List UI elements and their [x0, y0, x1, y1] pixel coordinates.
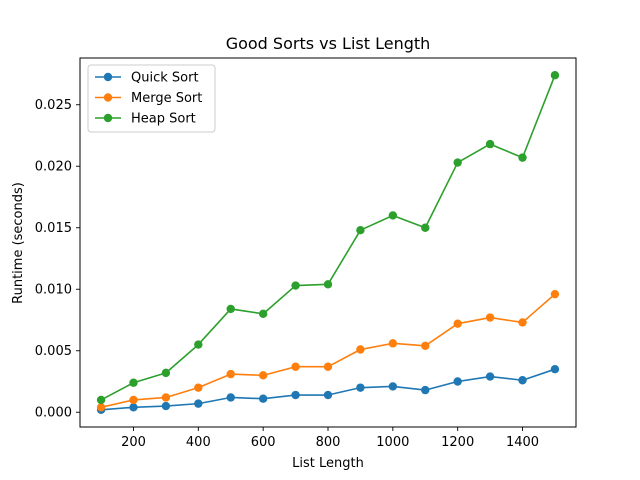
data-point-quick-sort — [421, 385, 430, 395]
x-tick-label: 1400 — [506, 435, 539, 450]
data-point-merge-sort — [453, 319, 462, 328]
data-point-merge-sort — [485, 313, 495, 322]
y-tick-label: 0.010 — [35, 283, 72, 298]
legend-marker — [103, 93, 113, 102]
x-axis-label: List Length — [292, 456, 364, 471]
x-tick-label: 600 — [251, 435, 276, 450]
data-point-heap-sort — [258, 309, 268, 319]
legend-label: Heap Sort — [131, 112, 196, 127]
legend: Quick Sort Merge Sort Heap Sort — [87, 64, 216, 133]
data-point-quick-sort — [388, 382, 398, 391]
y-tick-label: 0.025 — [35, 98, 72, 113]
data-point-quick-sort — [518, 376, 527, 385]
data-point-merge-sort — [258, 371, 268, 380]
data-point-heap-sort — [453, 158, 462, 167]
data-point-heap-sort — [291, 281, 300, 290]
data-point-heap-sort — [161, 368, 171, 378]
data-point-merge-sort — [96, 403, 106, 412]
data-point-heap-sort — [550, 71, 560, 80]
data-point-quick-sort — [356, 383, 365, 392]
data-point-quick-sort — [258, 394, 268, 403]
data-point-merge-sort — [291, 362, 300, 371]
axes-frame — [79, 57, 577, 428]
plot-area: 200 400 600 800 1000 1200 1400 0.000 0.005 0.010 0… — [35, 57, 577, 450]
data-point-heap-sort — [356, 226, 365, 235]
data-point-quick-sort — [226, 393, 235, 402]
x-tick-label: 200 — [121, 435, 146, 450]
legend-item-merge-sort: Merge Sort — [95, 91, 202, 106]
data-point-quick-sort — [194, 399, 203, 408]
x-tick-label: 1000 — [376, 435, 409, 450]
data-point-merge-sort — [388, 339, 398, 348]
data-point-quick-sort — [161, 401, 171, 411]
legend-marker — [103, 113, 113, 123]
data-point-merge-sort — [421, 341, 430, 351]
y-tick-label: 0.020 — [35, 160, 72, 175]
data-point-heap-sort — [323, 280, 333, 289]
data-point-merge-sort — [129, 395, 138, 405]
chart-title: Good Sorts vs List Length — [226, 34, 431, 53]
data-point-quick-sort — [485, 372, 495, 381]
data-point-quick-sort — [129, 403, 138, 412]
data-point-merge-sort — [323, 362, 333, 371]
data-point-heap-sort — [518, 153, 527, 162]
data-point-heap-sort — [485, 139, 495, 149]
data-point-merge-sort — [194, 383, 203, 392]
data-point-merge-sort — [550, 289, 560, 299]
y-tick-label: 0.015 — [35, 221, 72, 236]
legend-item-quick-sort: Quick Sort — [95, 71, 199, 86]
data-point-quick-sort — [550, 364, 560, 374]
data-point-merge-sort — [518, 318, 527, 327]
data-point-quick-sort — [291, 390, 300, 400]
data-point-heap-sort — [226, 304, 235, 314]
data-point-merge-sort — [226, 369, 235, 379]
legend-label: Merge Sort — [131, 91, 202, 106]
series-merge-sort — [96, 289, 560, 412]
data-point-heap-sort — [129, 378, 138, 387]
data-point-quick-sort — [323, 390, 333, 400]
x-tick-label: 400 — [186, 435, 211, 450]
data-point-heap-sort — [96, 395, 106, 405]
legend-box — [87, 64, 216, 133]
x-tick-label: 1200 — [441, 435, 474, 450]
legend-item-heap-sort: Heap Sort — [95, 112, 196, 127]
data-point-merge-sort — [161, 393, 171, 402]
series-heap-sort — [96, 71, 560, 405]
legend-label: Quick Sort — [131, 71, 199, 86]
data-point-heap-sort — [388, 211, 398, 220]
data-point-merge-sort — [356, 345, 365, 354]
y-axis-label: Runtime (seconds) — [11, 182, 26, 304]
x-tick-label: 800 — [316, 435, 341, 450]
y-tick-label: 0.005 — [35, 344, 72, 359]
data-point-heap-sort — [421, 223, 430, 232]
data-point-heap-sort — [194, 340, 203, 349]
y-tick-label: 0.000 — [35, 406, 72, 421]
data-point-quick-sort — [453, 377, 462, 386]
legend-marker — [103, 72, 113, 82]
